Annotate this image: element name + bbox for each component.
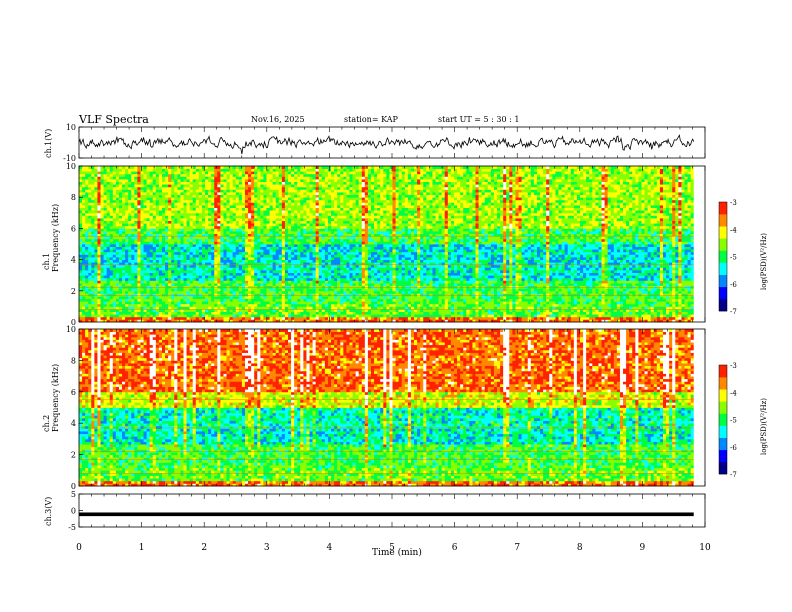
spec1-colorbar-swatch-7 bbox=[719, 214, 727, 227]
spec1-colorbar-swatch-8 bbox=[719, 202, 727, 215]
spec1-ytick-label-3: 6 bbox=[71, 224, 76, 233]
spec1-colorbar-frame bbox=[718, 201, 728, 312]
spec1-ytick-label-5: 10 bbox=[66, 162, 76, 171]
start-ut-label: start UT = 5 : 30 : 1 bbox=[438, 115, 519, 124]
station-label: station= KAP bbox=[344, 115, 398, 124]
spec1-ytick-label-2: 4 bbox=[71, 256, 76, 265]
spec1-colorbar-swatch-5 bbox=[719, 238, 727, 251]
x-tick-label-2: 2 bbox=[201, 543, 207, 553]
spec1-colorbar-swatch-0 bbox=[719, 298, 727, 312]
x-tick-label-4: 4 bbox=[327, 543, 333, 553]
spec1-ytick-label-4: 8 bbox=[71, 193, 76, 202]
spec1-ytick-label-0: 0 bbox=[71, 318, 76, 327]
ch1-ytick-label-1: -10 bbox=[63, 154, 76, 163]
spec1-colorbar-swatch-4 bbox=[719, 250, 727, 263]
x-tick-label-3: 3 bbox=[264, 543, 270, 553]
spec2-colorbar-tick-3: -6 bbox=[730, 444, 737, 452]
ch1-ytick-label-0: 10 bbox=[66, 123, 76, 132]
spec2-ytick-label-2: 4 bbox=[71, 419, 76, 428]
spec1-ytick-label-1: 2 bbox=[71, 287, 76, 296]
spec1-colorbar-tick-2: -5 bbox=[730, 254, 737, 262]
spec2-ytick-label-5: 10 bbox=[66, 325, 76, 334]
spec2-ytick-label-1: 2 bbox=[71, 451, 76, 460]
spec1-colorbar-swatch-2 bbox=[719, 274, 727, 288]
spec1-colorbar-swatch-3 bbox=[719, 262, 727, 275]
x-tick-label-5: 5 bbox=[389, 543, 395, 553]
spec2-colorbar-swatch-0 bbox=[719, 461, 727, 475]
spec1-colorbar bbox=[719, 202, 727, 312]
spec1-colorbar-tick-4: -7 bbox=[730, 308, 737, 316]
x-tick-label-6: 6 bbox=[452, 543, 458, 553]
x-tick-label-9: 9 bbox=[640, 543, 646, 553]
spec2-colorbar-swatch-3 bbox=[719, 425, 727, 438]
spec2-colorbar-swatch-7 bbox=[719, 377, 727, 390]
spec2-colorbar-tick-1: -4 bbox=[730, 389, 737, 397]
spec2-colorbar-tick-0: -3 bbox=[730, 362, 737, 370]
spec2-ytick-label-0: 0 bbox=[71, 482, 76, 491]
spec2-colorbar bbox=[719, 365, 727, 475]
spec1-colorbar-tick-1: -4 bbox=[730, 226, 737, 234]
date-label: Nov.16, 2025 bbox=[251, 115, 305, 124]
spec1-colorbar-swatch-1 bbox=[719, 286, 727, 300]
x-tick-label-1: 1 bbox=[139, 543, 145, 553]
spec2-colorbar-swatch-2 bbox=[719, 437, 727, 451]
x-tick-label-10: 10 bbox=[699, 543, 711, 553]
x-axis-label: Time (min) bbox=[372, 548, 422, 558]
spec2-colorbar-tick-4: -7 bbox=[730, 471, 737, 479]
spec1-blank bbox=[693, 166, 705, 322]
ch3-band bbox=[79, 512, 694, 517]
ch3-ytick-label-2: -5 bbox=[68, 523, 76, 532]
spec1-colorbar-tick-3: -6 bbox=[730, 281, 737, 289]
spec2-colorbar-swatch-4 bbox=[719, 413, 727, 426]
spec2-colorbar-frame bbox=[718, 364, 728, 475]
x-tick-label-0: 0 bbox=[76, 543, 82, 553]
spec2-ytick-label-3: 6 bbox=[71, 388, 76, 397]
ch3-ytick-label-0: 5 bbox=[71, 490, 76, 499]
spec1-cells bbox=[79, 166, 695, 323]
spec1-colorbar-swatch-6 bbox=[719, 226, 727, 239]
spec2-cells bbox=[79, 329, 695, 487]
x-tick-label-7: 7 bbox=[514, 543, 520, 553]
ch3-ytick-label-1: 0 bbox=[71, 507, 76, 516]
spec2-colorbar-swatch-8 bbox=[719, 365, 727, 378]
spec1-colorbar-tick-0: -3 bbox=[730, 199, 737, 207]
spec2-colorbar-swatch-5 bbox=[719, 401, 727, 414]
spec2-ytick-label-4: 8 bbox=[71, 356, 76, 365]
ch3-frame bbox=[78, 493, 706, 528]
ch1-trace bbox=[78, 134, 695, 155]
spec2-colorbar-tick-2: -5 bbox=[730, 417, 737, 425]
spec2-blank bbox=[693, 329, 705, 486]
x-tick-label-8: 8 bbox=[577, 543, 583, 553]
spec2-colorbar-swatch-1 bbox=[719, 449, 727, 463]
spec2-colorbar-swatch-6 bbox=[719, 389, 727, 402]
chart-title: VLF Spectra bbox=[79, 113, 149, 126]
